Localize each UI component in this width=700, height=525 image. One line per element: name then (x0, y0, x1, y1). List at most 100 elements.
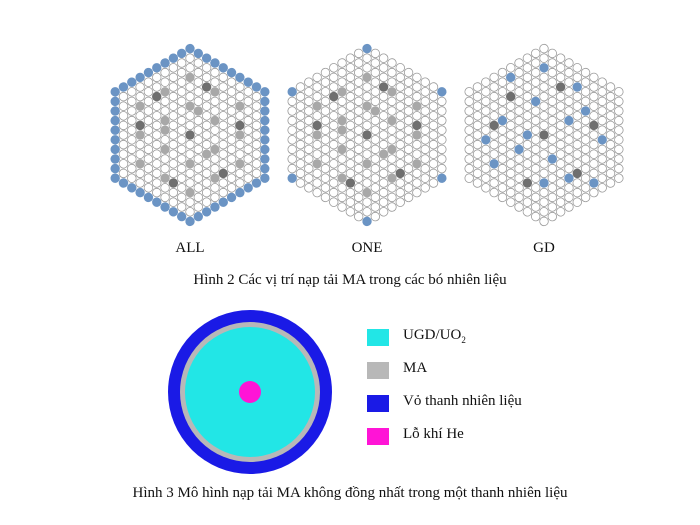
fuel-pin (143, 125, 154, 135)
fuel-pin (118, 91, 129, 102)
fuel-pin (312, 111, 322, 121)
fuel-pin (472, 168, 483, 179)
fuel-pin (295, 82, 306, 92)
fuel-pin (547, 192, 558, 203)
fuel-pin (176, 77, 187, 87)
guide-tube-pin (345, 178, 356, 188)
fuel-pin (287, 106, 297, 116)
fuel-pin (506, 111, 516, 121)
fuel-pin (295, 159, 306, 169)
fuel-pin (420, 163, 430, 174)
fuel-pin (152, 130, 162, 140)
fuel-pin (168, 149, 179, 159)
ma-pin (387, 87, 397, 97)
fuel-pin (489, 82, 499, 92)
fuel-pin (412, 72, 422, 83)
fuel-pin (345, 72, 356, 83)
fuel-pin (539, 149, 549, 159)
fuel-pin (514, 135, 524, 145)
fuel-pin (597, 77, 607, 87)
fuel-pin (522, 168, 533, 179)
ma-pin (135, 130, 145, 140)
ma-loaded-pin (152, 197, 162, 207)
assembly-label-gd: GD (533, 240, 555, 256)
ma-loaded-pin (135, 187, 145, 198)
fuel-pin (320, 125, 331, 135)
fuel-pin (497, 183, 508, 193)
fuel-pin (320, 96, 331, 107)
fuel-pin (506, 168, 516, 179)
fuel-pin (329, 159, 339, 169)
fuel-pin (547, 77, 558, 87)
fuel-pin (530, 183, 541, 193)
fuel-pin (370, 135, 381, 145)
fuel-pin (412, 168, 422, 179)
ma-loaded-pin (260, 125, 270, 135)
fuel-pin (353, 48, 364, 59)
guide-tube-pin (539, 130, 549, 140)
fuel-pin (428, 130, 439, 140)
fuel-pin (395, 130, 405, 140)
fuel-pin (489, 149, 499, 159)
fuel-pin (605, 139, 616, 150)
ma-pin (160, 125, 170, 135)
fuel-pin (614, 135, 624, 145)
ma-loaded-pin (218, 197, 228, 207)
fuel-pin (304, 163, 314, 174)
fuel-pin (226, 173, 237, 183)
fuel-pin (547, 202, 558, 212)
fuel-pin (472, 130, 483, 140)
fuel-pin (403, 192, 414, 203)
fuel-pin (580, 87, 591, 97)
ma-pin (210, 173, 220, 183)
fuel-pin (506, 197, 516, 207)
fuel-pin (580, 183, 591, 193)
fuel-pin (143, 87, 154, 97)
fuel-pin (226, 106, 237, 116)
fuel-pin (387, 192, 397, 203)
fuel-pin (345, 159, 356, 169)
fuel-pin (497, 173, 508, 183)
fuel-pin (135, 178, 145, 188)
fuel-pin (564, 183, 574, 193)
fuel-pin (547, 125, 558, 135)
fuel-pin (135, 168, 145, 179)
ma-loaded-pin (260, 115, 270, 126)
fuel-pin (193, 192, 204, 203)
ma-loaded-pin (168, 53, 179, 63)
fuel-pin (572, 72, 582, 83)
fuel-pin (176, 58, 187, 68)
fuel-pin (118, 149, 129, 159)
fuel-pin (160, 135, 170, 145)
fuel-pin (539, 197, 549, 207)
fuel-pin (353, 87, 364, 97)
fuel-pin (605, 178, 616, 188)
fuel-pin (304, 173, 314, 183)
fuel-pin (370, 211, 381, 222)
fuel-pin (243, 163, 253, 174)
fuel-pin (370, 115, 381, 126)
fuel-pin (127, 106, 137, 116)
fuel-pin (464, 154, 474, 164)
fuel-pin (530, 58, 541, 68)
fuel-pin (353, 67, 364, 78)
fuel-pin (185, 139, 195, 150)
fuel-pin (481, 87, 491, 97)
fuel-pin (235, 111, 245, 121)
fuel-pin (185, 91, 195, 102)
fuel-pin (118, 120, 129, 131)
fuel-pin (235, 91, 245, 102)
fuel-pin (193, 183, 204, 193)
fuel-pin (251, 91, 262, 102)
fuel-pin (201, 130, 212, 140)
fuel-pin (472, 101, 483, 111)
fuel-pin (420, 115, 430, 126)
fuel-pin (403, 135, 414, 145)
ma-pin (135, 101, 145, 111)
fuel-pin (218, 149, 228, 159)
fuel-pin (168, 159, 179, 169)
fuel-pin (218, 101, 228, 111)
ma-pin (337, 125, 347, 135)
ma-loaded-pin (437, 173, 447, 183)
fuel-pin (614, 96, 624, 107)
